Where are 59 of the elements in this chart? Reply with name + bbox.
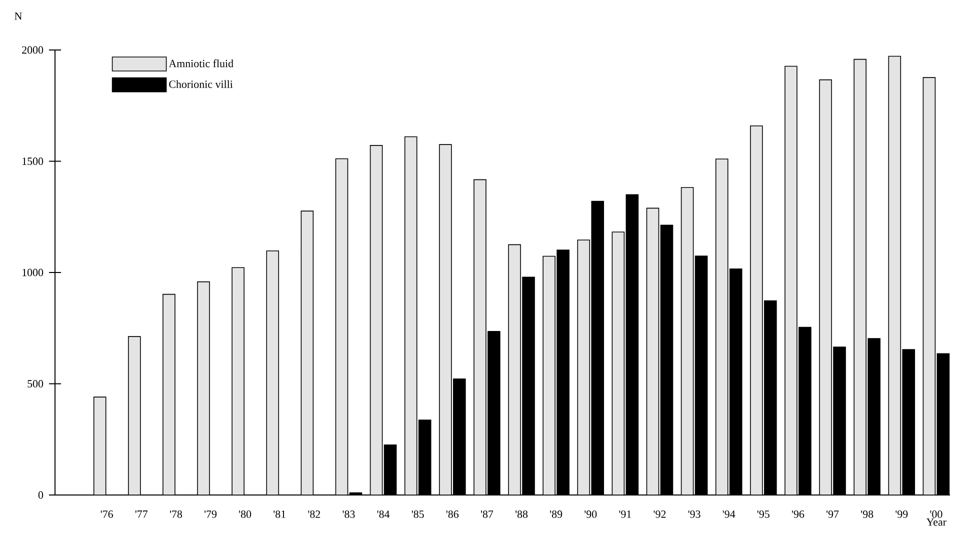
bar: [370, 145, 383, 495]
x-tick-label: '87: [480, 510, 494, 518]
bar: [335, 158, 348, 495]
bar: [162, 294, 176, 495]
bar: [680, 187, 694, 495]
y-tick-label: 500: [28, 380, 44, 388]
x-tick-label: '76: [100, 510, 113, 518]
bar: [784, 66, 798, 495]
bar: [542, 256, 556, 495]
x-tick-label: '99: [896, 510, 908, 518]
bar: [300, 210, 314, 495]
y-tick-label: 1500: [22, 158, 44, 165]
legend-label: Amniotic fluid: [168, 59, 234, 68]
x-tick-label: '83: [342, 510, 355, 518]
x-tick-label: '97: [826, 510, 839, 518]
x-tick-label: '92: [654, 510, 666, 518]
x-tick-label: '85: [412, 510, 424, 518]
bar: [508, 244, 521, 495]
x-tick-label: '78: [170, 510, 182, 518]
x-tick-label: '94: [722, 510, 736, 518]
x-tick-label: '80: [239, 510, 252, 518]
x-tick-label: '82: [308, 510, 320, 518]
bar: [404, 136, 418, 495]
bar: [577, 240, 590, 495]
bar: [646, 208, 660, 495]
bar: [922, 77, 936, 495]
x-tick-label: '89: [550, 510, 562, 518]
bar: [232, 267, 244, 495]
bar: [474, 179, 486, 495]
x-tick-label: '81: [274, 510, 286, 518]
x-tick-label: '77: [135, 510, 148, 518]
y-tick-label: 0: [38, 491, 44, 499]
x-tick-label: '93: [688, 510, 700, 518]
bar: [888, 56, 902, 495]
y-tick-label: 1000: [22, 268, 44, 276]
legend-label: Chorionic villi: [169, 80, 233, 88]
bar: [715, 158, 728, 495]
x-tick-label: '91: [619, 510, 631, 518]
bar: [612, 232, 625, 495]
bar: [854, 58, 866, 495]
y-tick-label: 2000: [22, 46, 44, 54]
x-tick-label: '86: [446, 510, 459, 518]
bar: [266, 250, 280, 495]
bar: [93, 396, 106, 495]
x-tick-label: '90: [584, 510, 597, 518]
bar: [819, 79, 832, 495]
x-tick-label: '84: [377, 510, 390, 518]
x-tick-label: '96: [792, 510, 804, 518]
x-tick-label: '88: [516, 510, 528, 518]
x-tick-label: '00: [930, 510, 942, 518]
x-tick-label: '95: [757, 510, 770, 518]
bar: [750, 125, 763, 495]
bar: [197, 281, 210, 495]
bar: [439, 144, 452, 495]
bar: [128, 336, 141, 495]
y-axis-title: N: [14, 12, 22, 20]
x-axis-title: Year: [926, 518, 946, 526]
x-tick-label: '98: [861, 510, 874, 518]
x-tick-label: '79: [204, 510, 217, 518]
